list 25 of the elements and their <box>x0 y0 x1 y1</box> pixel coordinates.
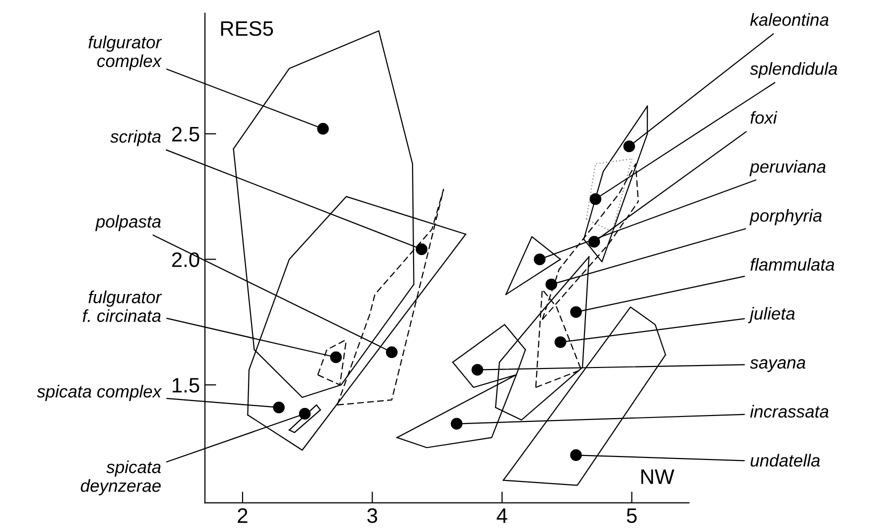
x-tick-label: 2 <box>238 508 248 523</box>
x-tick-label: 5 <box>626 508 637 524</box>
annotation: incrassata <box>750 404 828 418</box>
annotation: spicata deynzerae <box>80 460 161 496</box>
annotation: undatella <box>750 454 820 467</box>
annotation: polpasta <box>95 214 161 232</box>
x-axis-title: NW <box>641 470 674 484</box>
y-tick-label: 2.0 <box>172 252 200 268</box>
annotation: foxi <box>750 111 778 124</box>
y-tick-label: 2.5 <box>172 126 200 142</box>
x-tick-label: 3 <box>367 508 378 524</box>
annotation: sayana <box>750 359 806 372</box>
annotation: kaleontina <box>750 13 828 26</box>
annotation: porphyria <box>749 209 822 226</box>
y-tick-label: 1.5 <box>172 378 200 393</box>
annotation: fulgurator complex <box>88 36 162 71</box>
annotation: spicata complex <box>36 384 162 402</box>
annotation: fulgurator f. circinata <box>82 290 162 322</box>
annotation: scripta <box>110 130 161 146</box>
annotation: peruviana <box>749 160 826 176</box>
x-tick-label: 4 <box>496 508 508 523</box>
annotation: flammulata <box>750 258 834 271</box>
annotation: julieta <box>748 306 795 324</box>
annotation: splendidula <box>750 62 838 78</box>
y-axis-title: RES5 <box>221 21 273 36</box>
